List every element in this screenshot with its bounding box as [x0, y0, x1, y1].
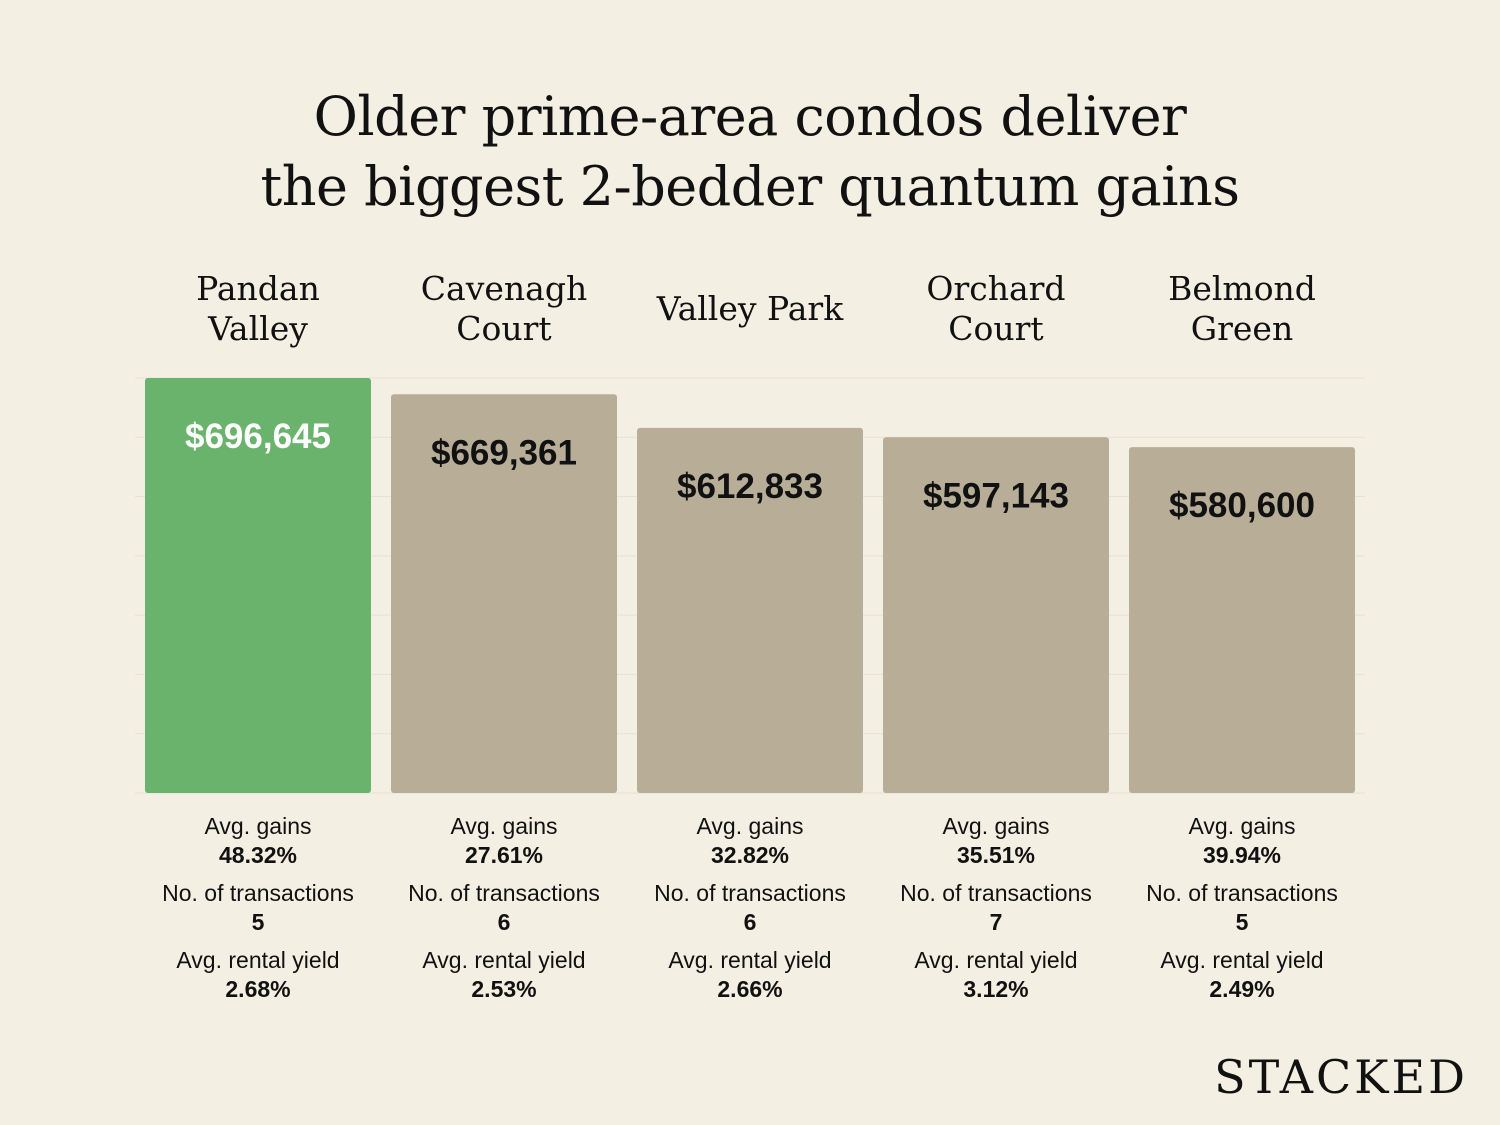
- gains-value: 32.82%: [710, 842, 789, 868]
- gains-value: 48.32%: [218, 842, 297, 868]
- yield-value: 2.68%: [225, 976, 291, 1002]
- bar-pandan-valley: [145, 378, 371, 793]
- bar-value-label: $612,833: [677, 467, 823, 506]
- category-label: Cavenagh Court: [384, 268, 624, 350]
- chart-title-line-1: Older prime-area condos deliver: [313, 85, 1187, 148]
- bar-value-label: $669,361: [431, 433, 577, 472]
- yield-label: Avg. rental yield: [422, 947, 586, 973]
- yield-value: 2.49%: [1209, 976, 1275, 1002]
- bar-value-label: $580,600: [1169, 486, 1315, 525]
- stats-block: Avg. gains 27.61% No. of transactions 6 Avg.…: [379, 812, 629, 1013]
- transactions-label: No. of transactions: [900, 880, 1092, 906]
- transactions-value: 7: [989, 909, 1003, 935]
- category-label: Orchard Court: [876, 268, 1116, 350]
- gains-label: Avg. gains: [1188, 813, 1296, 839]
- bar-belmond-green: [1129, 447, 1355, 793]
- yield-label: Avg. rental yield: [668, 947, 832, 973]
- category-label-line: Cavenagh: [420, 269, 588, 308]
- transactions-value: 5: [251, 909, 265, 935]
- bar-orchard-court: [883, 437, 1109, 793]
- brand-logo: STACKED: [1214, 1050, 1468, 1104]
- gains-label: Avg. gains: [696, 813, 804, 839]
- category-label: Valley Park: [630, 268, 870, 350]
- stats-block: Avg. gains 48.32% No. of transactions 5 Avg.…: [133, 812, 383, 1013]
- chart-title: Older prime-area condos deliver the bigg…: [0, 82, 1500, 222]
- chart-title-line-2: the biggest 2-bedder quantum gains: [260, 155, 1241, 218]
- category-label: Belmond Green: [1122, 268, 1362, 350]
- transactions-label: No. of transactions: [162, 880, 354, 906]
- yield-label: Avg. rental yield: [176, 947, 340, 973]
- gains-value: 35.51%: [956, 842, 1035, 868]
- gains-label: Avg. gains: [204, 813, 312, 839]
- stats-block: Avg. gains 32.82% No. of transactions 6 Avg.…: [625, 812, 875, 1013]
- yield-label: Avg. rental yield: [914, 947, 1078, 973]
- category-label-line: Orchard: [926, 269, 1066, 308]
- gains-value: 27.61%: [464, 842, 543, 868]
- transactions-label: No. of transactions: [1146, 880, 1338, 906]
- transactions-label: No. of transactions: [654, 880, 846, 906]
- category-label-line: Green: [1190, 309, 1294, 348]
- category-label: Pandan Valley: [138, 268, 378, 350]
- bar-value-label: $696,645: [185, 417, 331, 456]
- bar-valley-park: [637, 427, 863, 793]
- category-label-line: Belmond: [1168, 269, 1316, 308]
- yield-value: 2.53%: [471, 976, 537, 1002]
- transactions-value: 6: [743, 909, 757, 935]
- category-label-line: Valley Park: [656, 289, 844, 328]
- transactions-value: 6: [497, 909, 511, 935]
- bar-cavenagh-court: [391, 394, 617, 793]
- gains-value: 39.94%: [1202, 842, 1281, 868]
- category-label-line: Court: [456, 309, 552, 348]
- category-label-line: Pandan: [196, 269, 320, 308]
- transactions-value: 5: [1235, 909, 1249, 935]
- bar-value-label: $597,143: [923, 476, 1069, 515]
- stats-block: Avg. gains 39.94% No. of transactions 5 Avg.…: [1117, 812, 1367, 1013]
- stats-block: Avg. gains 35.51% No. of transactions 7 Avg.…: [871, 812, 1121, 1013]
- yield-value: 3.12%: [963, 976, 1029, 1002]
- yield-label: Avg. rental yield: [1160, 947, 1324, 973]
- transactions-label: No. of transactions: [408, 880, 600, 906]
- yield-value: 2.66%: [717, 976, 783, 1002]
- gains-label: Avg. gains: [450, 813, 558, 839]
- category-label-line: Court: [948, 309, 1044, 348]
- category-label-line: Valley: [208, 309, 308, 348]
- gains-label: Avg. gains: [942, 813, 1050, 839]
